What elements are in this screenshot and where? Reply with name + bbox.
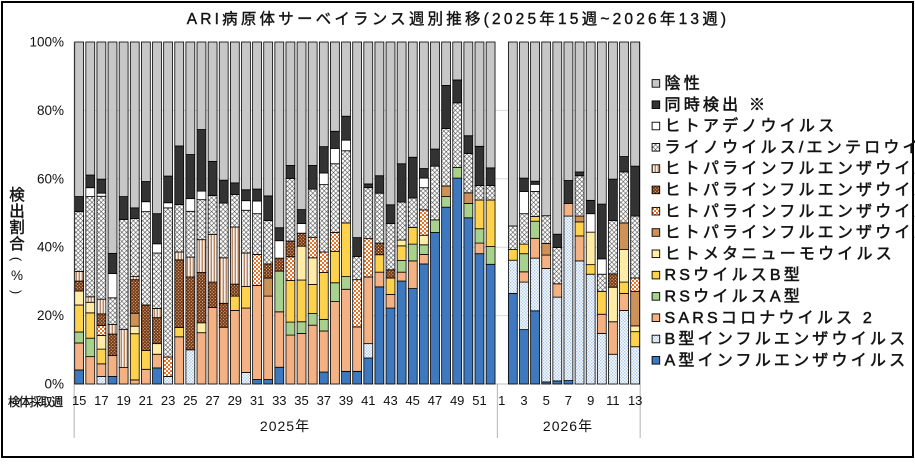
svg-text:SARSコロナウイルス 2: SARSコロナウイルス 2 xyxy=(665,309,876,327)
svg-text:ヒトパラインフルエンザウイルス 1: ヒトパラインフルエンザウイルス 1 xyxy=(665,224,915,242)
svg-text:15: 15 xyxy=(72,393,86,408)
svg-text:同時検出 ※: 同時検出 ※ xyxy=(665,96,769,114)
svg-text:37: 37 xyxy=(317,393,331,408)
svg-text:検体採取週: 検体採取週 xyxy=(8,395,63,409)
svg-text:25: 25 xyxy=(183,393,197,408)
svg-text:出: 出 xyxy=(9,202,25,220)
svg-text:39: 39 xyxy=(339,393,353,408)
svg-text:5: 5 xyxy=(543,393,550,408)
svg-text:(: ( xyxy=(9,257,24,262)
svg-text:49: 49 xyxy=(450,393,464,408)
svg-text:ヒトパラインフルエンザウイルス 4: ヒトパラインフルエンザウイルス 4 xyxy=(665,160,915,178)
svg-text:割: 割 xyxy=(9,219,25,237)
svg-text:ARI病原体サーベイランス週別推移(2025年15週~202: ARI病原体サーベイランス週別推移(2025年15週~2026年13週) xyxy=(187,10,730,28)
svg-text:検: 検 xyxy=(9,186,25,204)
svg-text:3: 3 xyxy=(520,393,527,408)
svg-text:合: 合 xyxy=(9,235,25,253)
svg-text:43: 43 xyxy=(383,393,397,408)
svg-text:ライノウイルス/エンテロウイルス: ライノウイルス/エンテロウイルス xyxy=(665,138,915,156)
svg-text:100%: 100% xyxy=(29,35,64,50)
svg-text:31: 31 xyxy=(250,393,264,408)
svg-text:17: 17 xyxy=(94,393,108,408)
svg-text:35: 35 xyxy=(294,393,308,408)
svg-text:51: 51 xyxy=(472,393,486,408)
svg-text:33: 33 xyxy=(272,393,286,408)
svg-text:ヒトメタニューモウイルス: ヒトメタニューモウイルス xyxy=(665,245,895,263)
svg-text:ヒトパラインフルエンザウイルス 3: ヒトパラインフルエンザウイルス 3 xyxy=(665,181,915,199)
svg-text:%: % xyxy=(11,268,23,283)
svg-text:0%: 0% xyxy=(44,377,64,392)
svg-text:): ) xyxy=(9,290,24,294)
svg-text:RSウイルスA型: RSウイルスA型 xyxy=(665,288,804,306)
svg-text:47: 47 xyxy=(428,393,442,408)
svg-text:RSウイルスB型: RSウイルスB型 xyxy=(665,266,804,284)
svg-text:80%: 80% xyxy=(37,103,64,118)
svg-text:60%: 60% xyxy=(37,171,64,186)
svg-text:23: 23 xyxy=(161,393,175,408)
svg-text:13: 13 xyxy=(628,393,642,408)
svg-text:7: 7 xyxy=(565,393,572,408)
svg-text:20%: 20% xyxy=(37,308,64,323)
svg-text:1: 1 xyxy=(498,393,505,408)
svg-text:ヒトアデノウイルス: ヒトアデノウイルス xyxy=(665,116,838,135)
svg-text:2026年: 2026年 xyxy=(543,418,593,434)
svg-text:27: 27 xyxy=(205,393,219,408)
svg-text:41: 41 xyxy=(361,393,375,408)
svg-text:29: 29 xyxy=(228,393,242,408)
svg-text:2025年: 2025年 xyxy=(260,418,310,434)
svg-text:40%: 40% xyxy=(37,240,64,255)
svg-text:ヒトパラインフルエンザウイルス 2: ヒトパラインフルエンザウイルス 2 xyxy=(665,202,915,220)
svg-text:陰性: 陰性 xyxy=(665,75,703,93)
svg-text:9: 9 xyxy=(587,393,594,408)
svg-text:19: 19 xyxy=(116,393,130,408)
svg-text:B型インフルエンザウイルス: B型インフルエンザウイルス xyxy=(665,330,909,348)
svg-text:A型インフルエンザウイルス: A型インフルエンザウイルス xyxy=(665,351,909,369)
svg-text:45: 45 xyxy=(405,393,419,408)
svg-text:11: 11 xyxy=(606,393,620,408)
svg-text:21: 21 xyxy=(139,393,153,408)
